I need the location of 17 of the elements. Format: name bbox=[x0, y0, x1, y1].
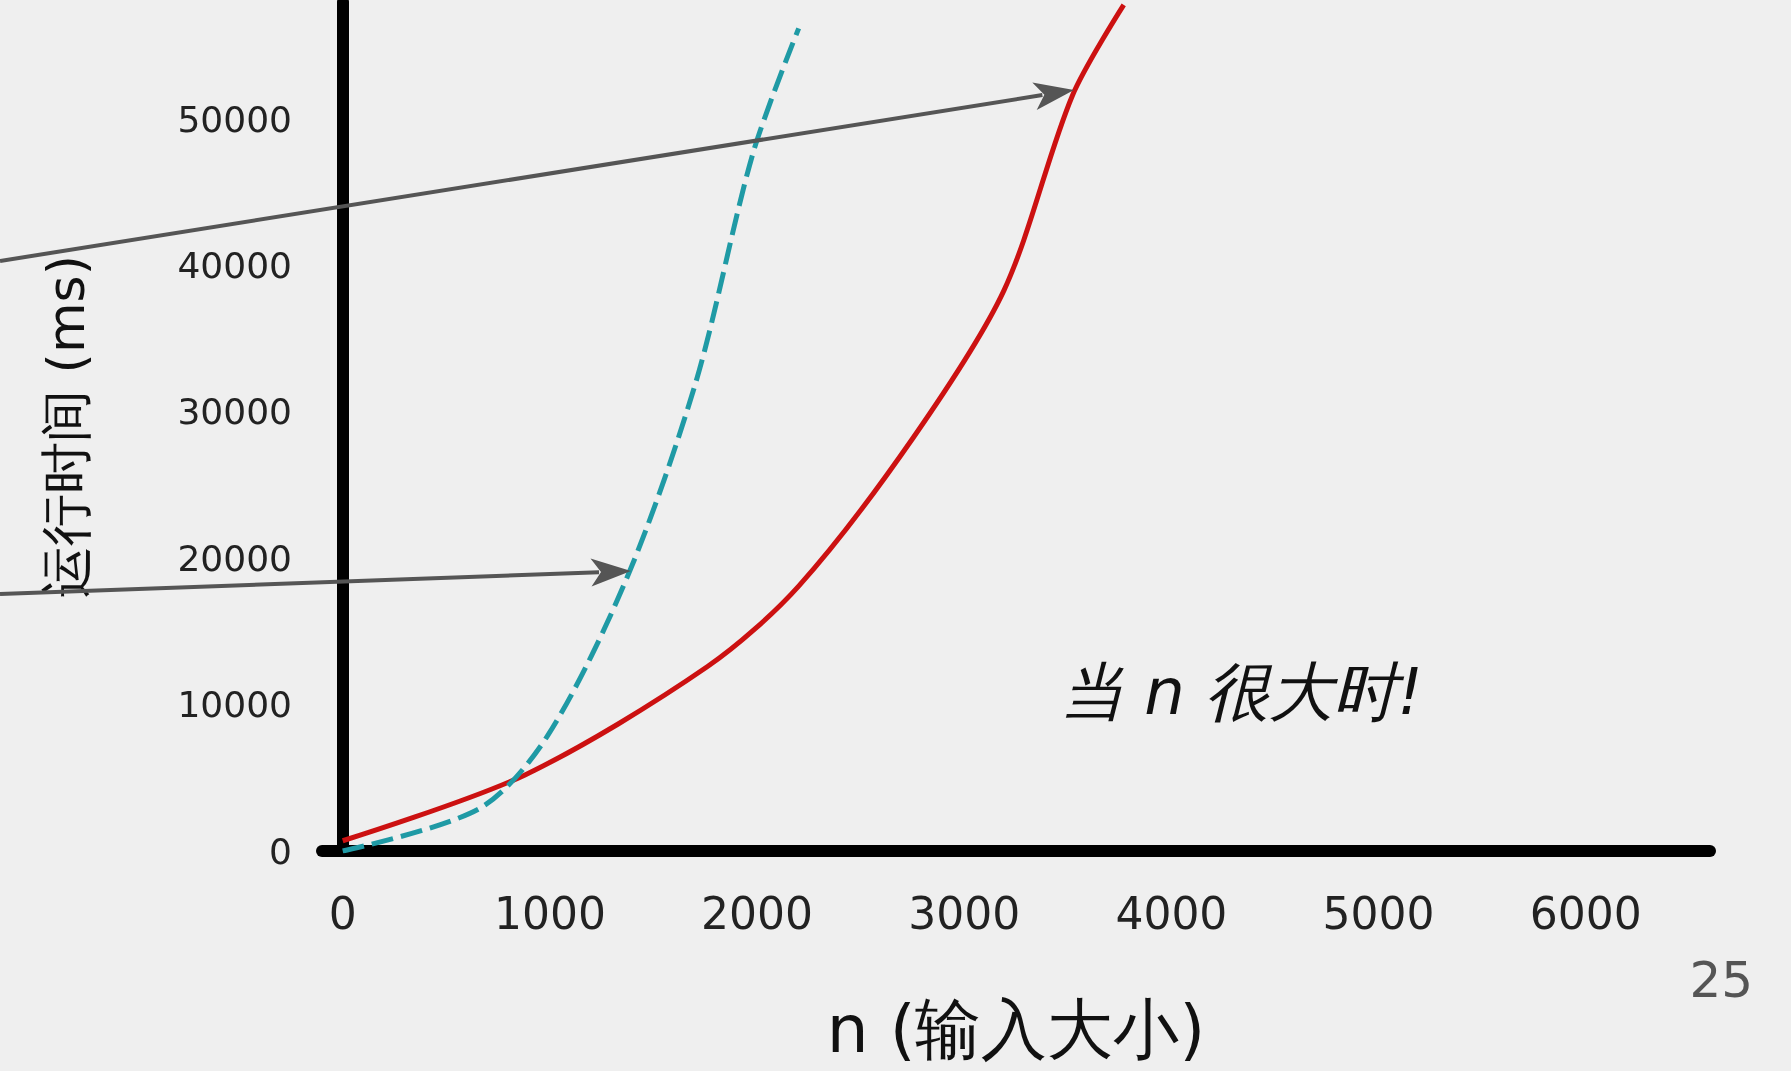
x-tick-label: 4000 bbox=[1115, 887, 1228, 939]
y-tick-label: 30000 bbox=[177, 391, 292, 433]
x-tick-label: 0 bbox=[328, 887, 357, 939]
x-tick-label: 1000 bbox=[493, 887, 606, 939]
y-tick-label: 0 bbox=[269, 830, 292, 872]
text: 25 bbox=[1689, 951, 1753, 1009]
x-tick-label: 5000 bbox=[1322, 887, 1435, 939]
annotation: 当 n 很大时! bbox=[1060, 655, 1423, 729]
x-tick-label: 6000 bbox=[1529, 887, 1642, 939]
x-tick-label: 3000 bbox=[908, 887, 1021, 939]
y-axis-title: 运行时间 (ms) bbox=[36, 255, 96, 598]
y-tick-label: 20000 bbox=[177, 537, 292, 579]
y-tick-label: 50000 bbox=[177, 98, 292, 140]
y-tick-label: 10000 bbox=[177, 684, 292, 726]
x-tick-label: 2000 bbox=[701, 887, 814, 939]
y-tick-label: 40000 bbox=[177, 244, 292, 286]
x-axis-title: n (输入大小) bbox=[826, 990, 1206, 1068]
